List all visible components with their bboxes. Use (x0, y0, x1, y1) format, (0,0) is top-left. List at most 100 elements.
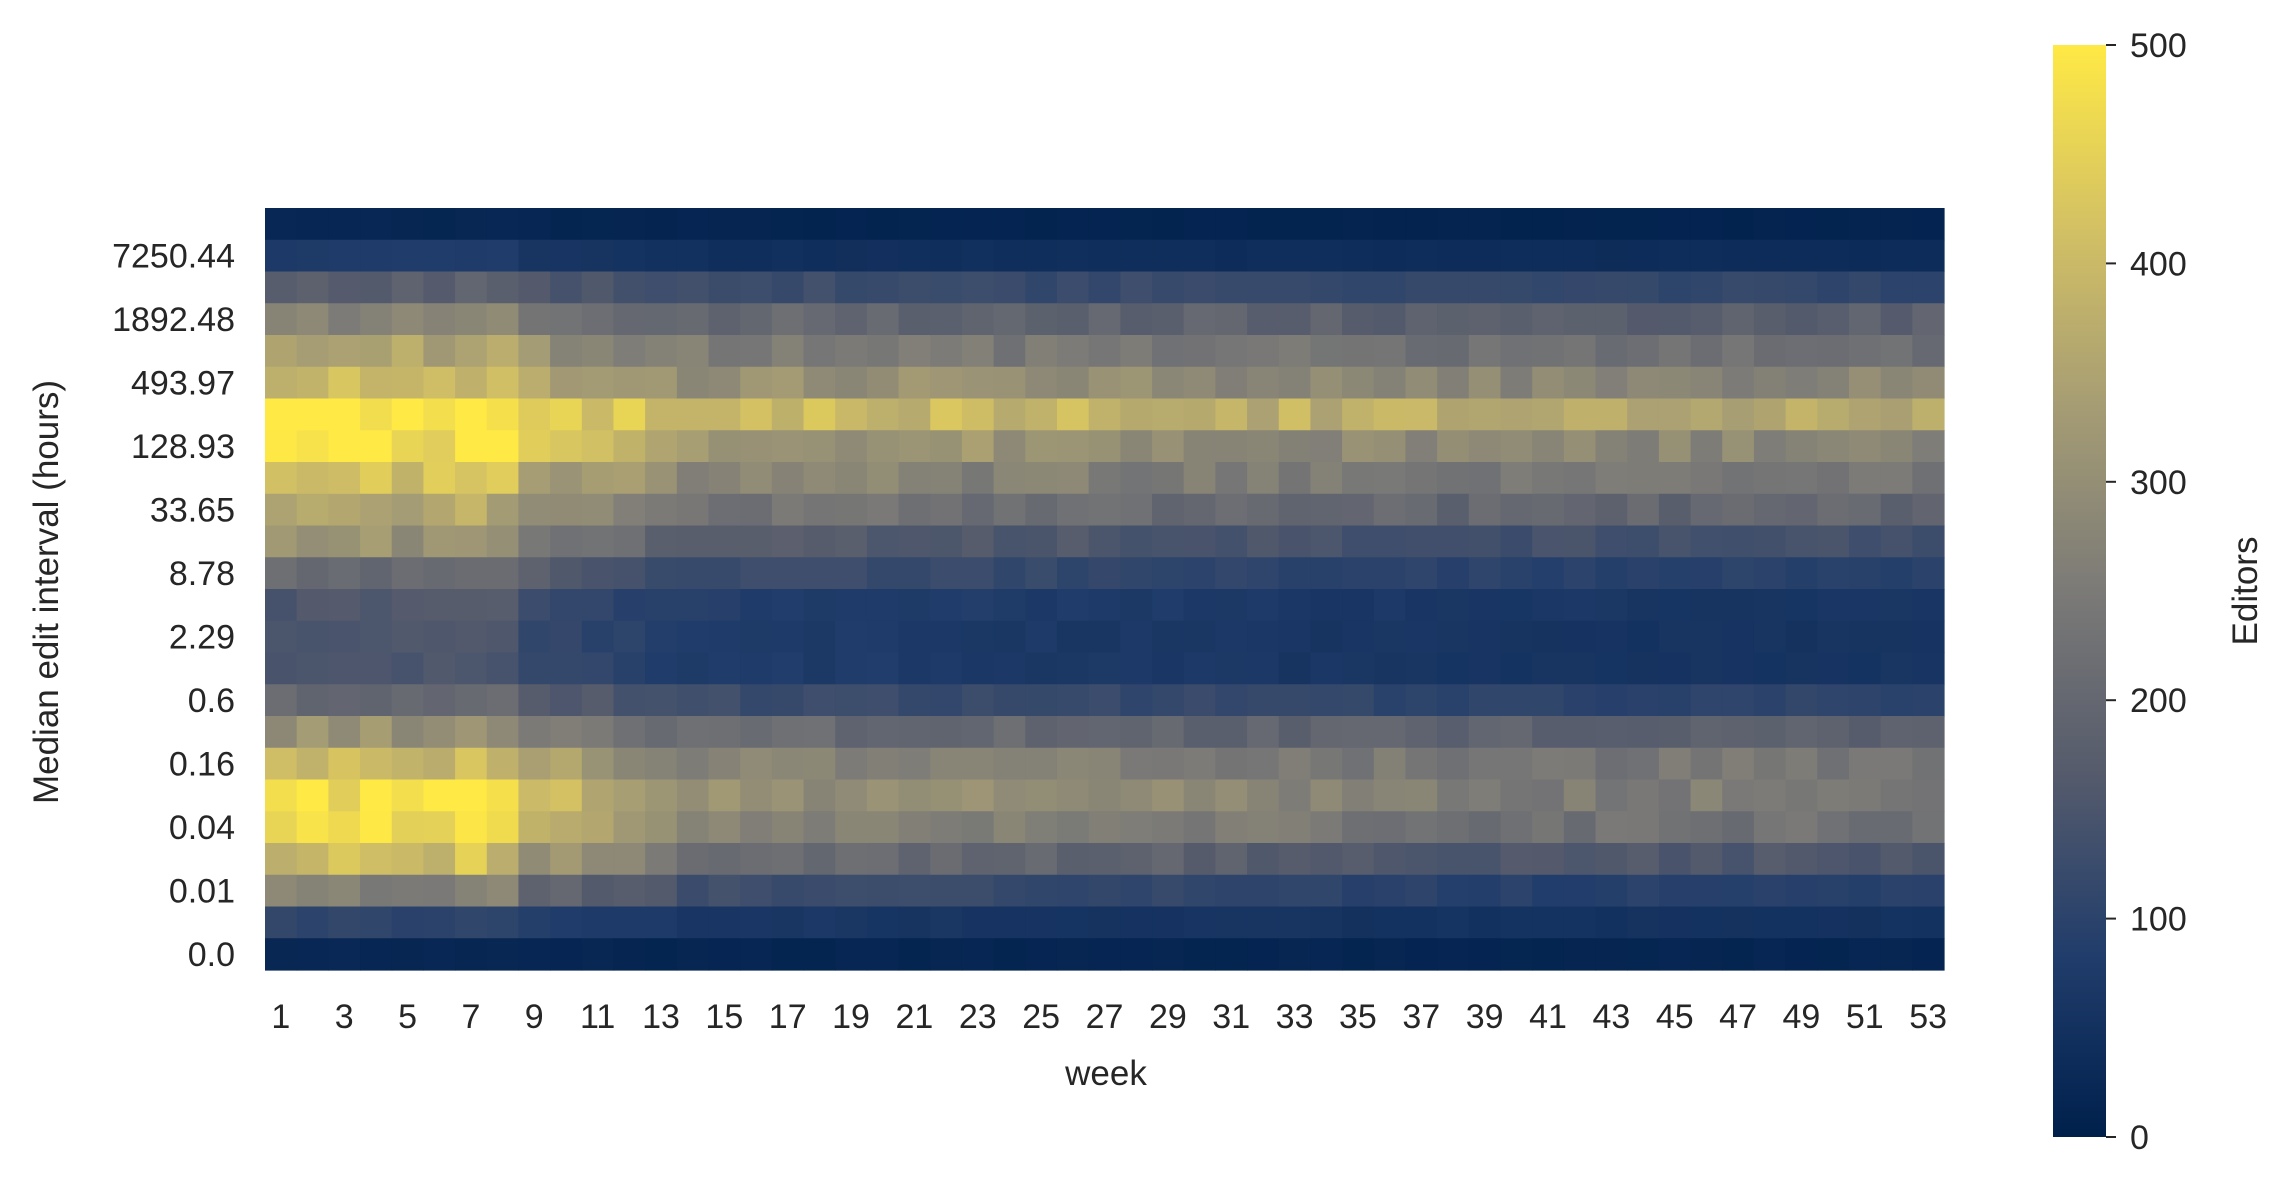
heatmap-cell (1183, 938, 1216, 971)
heatmap-cell (1310, 684, 1343, 717)
heatmap-cell (930, 874, 963, 908)
heatmap-cell (771, 620, 805, 654)
heatmap-cell (1342, 271, 1375, 304)
heatmap-cell (1532, 716, 1565, 749)
heatmap-cell (1563, 620, 1597, 654)
heatmap-cell (550, 906, 583, 939)
heatmap-cell (708, 335, 741, 368)
heatmap-cell (518, 684, 551, 717)
heatmap-cell (1848, 557, 1882, 590)
heatmap-cell (866, 716, 900, 749)
heatmap-cell (1247, 779, 1280, 812)
heatmap-cell (1056, 366, 1090, 400)
heatmap-cell (866, 906, 900, 939)
heatmap-cell (708, 303, 741, 336)
heatmap-cell (1563, 811, 1597, 844)
heatmap-cell (1785, 398, 1818, 431)
heatmap-cell (1563, 843, 1597, 876)
heatmap-cell (1722, 239, 1755, 273)
heatmap-cell (1848, 239, 1882, 273)
heatmap-cell (1753, 747, 1787, 781)
heatmap-cell (360, 843, 393, 876)
heatmap-cell (1025, 303, 1058, 336)
heatmap-cell (328, 335, 361, 368)
heatmap-cell (486, 843, 520, 876)
heatmap-cell (486, 874, 520, 908)
heatmap-cell (360, 271, 393, 304)
heatmap-cell (993, 398, 1026, 431)
heatmap-cell (296, 493, 329, 527)
heatmap-cell (360, 779, 393, 812)
heatmap-cell (1120, 874, 1153, 908)
heatmap-cell (1373, 462, 1407, 495)
heatmap-cell (1500, 557, 1533, 590)
heatmap-cell (866, 462, 900, 495)
heatmap-cell (265, 906, 298, 939)
heatmap-cell (835, 589, 868, 622)
heatmap-cell (708, 938, 741, 971)
heatmap-cell (1722, 398, 1755, 431)
heatmap-cell (1532, 525, 1565, 558)
heatmap-cell (1183, 620, 1216, 654)
heatmap-cell (771, 684, 805, 717)
heatmap-cell (1152, 430, 1185, 463)
heatmap-cell (550, 557, 583, 590)
heatmap-cell (771, 938, 805, 971)
heatmap-cell (740, 208, 773, 241)
heatmap-cell (1278, 779, 1312, 812)
heatmap-cell (1278, 747, 1312, 781)
heatmap-cell (1627, 398, 1660, 431)
heatmap-cell (1563, 303, 1597, 336)
heatmap-cell (1785, 747, 1818, 781)
heatmap-cell (1690, 747, 1723, 781)
heatmap-cell (1247, 462, 1280, 495)
heatmap-cell (1247, 557, 1280, 590)
heatmap-cell (866, 620, 900, 654)
heatmap-cell (1120, 366, 1153, 400)
heatmap-cell (581, 208, 615, 241)
heatmap-cell (391, 874, 424, 908)
heatmap-cell (1342, 811, 1375, 844)
heatmap-cell (1437, 430, 1470, 463)
heatmap-cell (486, 525, 520, 558)
heatmap-cell (1025, 398, 1058, 431)
heatmap-cell (1468, 874, 1502, 908)
heatmap-cell (835, 684, 868, 717)
heatmap-cell (455, 462, 488, 495)
heatmap-cell (360, 906, 393, 939)
heatmap-cell (676, 303, 710, 336)
heatmap-cell (1342, 493, 1375, 527)
heatmap-cell (455, 303, 488, 336)
heatmap-cell (1310, 430, 1343, 463)
heatmap-cell (1468, 589, 1502, 622)
heatmap-cell (1595, 716, 1628, 749)
heatmap-cell (866, 398, 900, 431)
heatmap-cell (740, 652, 773, 685)
heatmap-cell (1025, 366, 1058, 400)
heatmap-cell (1532, 843, 1565, 876)
heatmap-cell (1342, 335, 1375, 368)
heatmap-cell (1310, 779, 1343, 812)
heatmap-cell (1722, 716, 1755, 749)
heatmap-cell (898, 271, 931, 304)
heatmap-cell (486, 652, 520, 685)
heatmap-cell (391, 366, 424, 400)
y-tick-label: 0.16 (169, 746, 235, 784)
heatmap-cell (391, 747, 424, 781)
heatmap-cell (423, 398, 456, 431)
heatmap-cell (961, 557, 995, 590)
heatmap-cell (1247, 239, 1280, 273)
heatmap-cell (613, 208, 646, 241)
heatmap-cell (1437, 620, 1470, 654)
heatmap-cell (1658, 906, 1692, 939)
heatmap-cell (866, 557, 900, 590)
heatmap-cell (1722, 493, 1755, 527)
heatmap-cell (455, 589, 488, 622)
heatmap-cell (1278, 557, 1312, 590)
heatmap-cell (1912, 652, 1945, 685)
heatmap-cell (898, 652, 931, 685)
heatmap-cell (1500, 684, 1533, 717)
heatmap-cell (455, 208, 488, 241)
heatmap-cell (1437, 303, 1470, 336)
heatmap-cell (1247, 874, 1280, 908)
